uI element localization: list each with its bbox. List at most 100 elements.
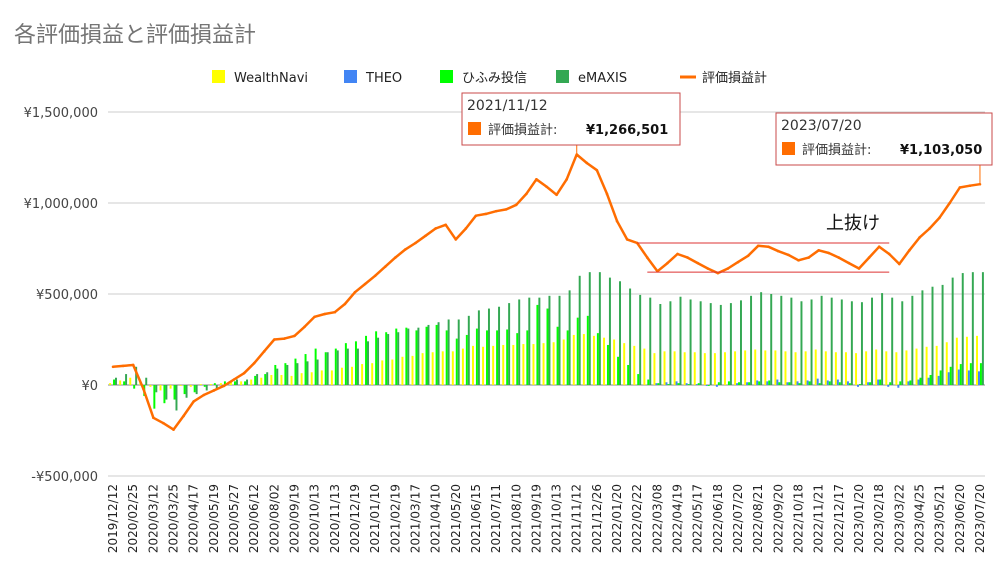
x-tick-label: 2020/05/27 [227,484,241,553]
x-tick-label: 2022/02/22 [630,484,644,553]
bar [447,319,450,385]
bar [546,308,549,385]
line-point [504,208,508,211]
legend-swatch [556,70,569,83]
bar [643,348,646,385]
annotation-text: 上抜け [826,213,880,234]
line-point [867,256,871,259]
line-point [555,193,558,197]
bar [608,277,611,385]
line-point [303,325,306,329]
bar [764,350,767,385]
bar [810,299,813,385]
line-point [777,249,780,253]
bar [867,382,870,385]
bar [869,382,872,385]
bar [976,335,978,385]
y-tick-label: ¥0 [81,379,98,394]
bar [796,381,799,385]
bar [858,384,861,385]
x-tick-label: 2020/06/12 [247,484,261,553]
line-point [182,414,185,418]
bar [437,322,440,385]
x-tick-label: 2021/01/10 [368,484,382,553]
y-tick-label: ¥500,000 [36,288,98,303]
bar [165,385,168,400]
x-tick-label: 2021/02/19 [388,484,402,553]
bar [834,352,837,385]
bar [623,343,626,385]
legend-swatch [212,70,225,83]
x-tick-label: 2022/10/18 [792,484,806,553]
line-point [444,223,447,227]
bar [598,272,601,385]
line-point [242,371,246,375]
legend-label: eMAXIS [578,71,627,86]
bar [695,384,698,385]
bar [149,385,152,387]
x-tick-label: 2020/09/19 [287,484,301,553]
bar [391,359,394,385]
line-point [172,428,175,431]
line-point [252,361,256,365]
bar [395,328,398,385]
line-point [273,338,276,341]
x-tick-label: 2020/02/25 [126,484,140,553]
bar [627,364,630,385]
line-point [474,214,478,218]
bar [316,359,319,385]
bar [421,353,424,385]
bar [820,295,823,385]
x-tick-label: 2023/01/20 [852,484,866,553]
bar [830,297,833,385]
tooltip-swatch [782,142,795,155]
x-tick-label: 2021/06/15 [469,484,483,553]
bar [477,310,480,385]
bar [794,352,797,385]
bar [689,299,692,385]
bar [778,382,781,385]
bar [516,333,519,385]
bar [294,358,297,385]
bar [756,380,759,385]
bar [115,377,117,385]
bar [371,363,374,385]
bar [857,385,859,387]
line-point [676,252,679,256]
bar [486,330,488,385]
bar [848,383,851,385]
line-point [706,267,710,270]
line-point [686,256,689,259]
bar [351,366,354,385]
bar [877,379,880,385]
bar [377,337,380,385]
x-tick-label: 2022/11/21 [812,484,826,553]
y-tick-label: ¥1,000,000 [24,197,98,212]
bar [915,348,918,385]
bar [518,299,521,385]
tooltip-value: ¥1,266,501 [586,123,668,138]
x-tick-label: 2022/12/17 [832,484,846,553]
bar [306,361,309,385]
bar [320,370,323,385]
x-tick-label: 2020/11/13 [328,484,342,553]
x-tick-label: 2020/05/19 [207,484,221,553]
line-point [615,219,619,223]
bar [205,385,208,391]
bar [719,304,722,385]
bar [619,281,621,385]
line-point [787,253,790,257]
bar [679,296,682,385]
bar [455,338,458,385]
bar [361,364,364,385]
bar [879,379,882,385]
x-tick-label: 2021/11/12 [570,484,584,553]
bar [592,335,595,385]
bar [385,332,388,385]
bar [931,286,934,385]
bar [586,315,589,385]
line-point [736,260,740,264]
line-point [363,282,367,286]
bar [254,375,257,385]
